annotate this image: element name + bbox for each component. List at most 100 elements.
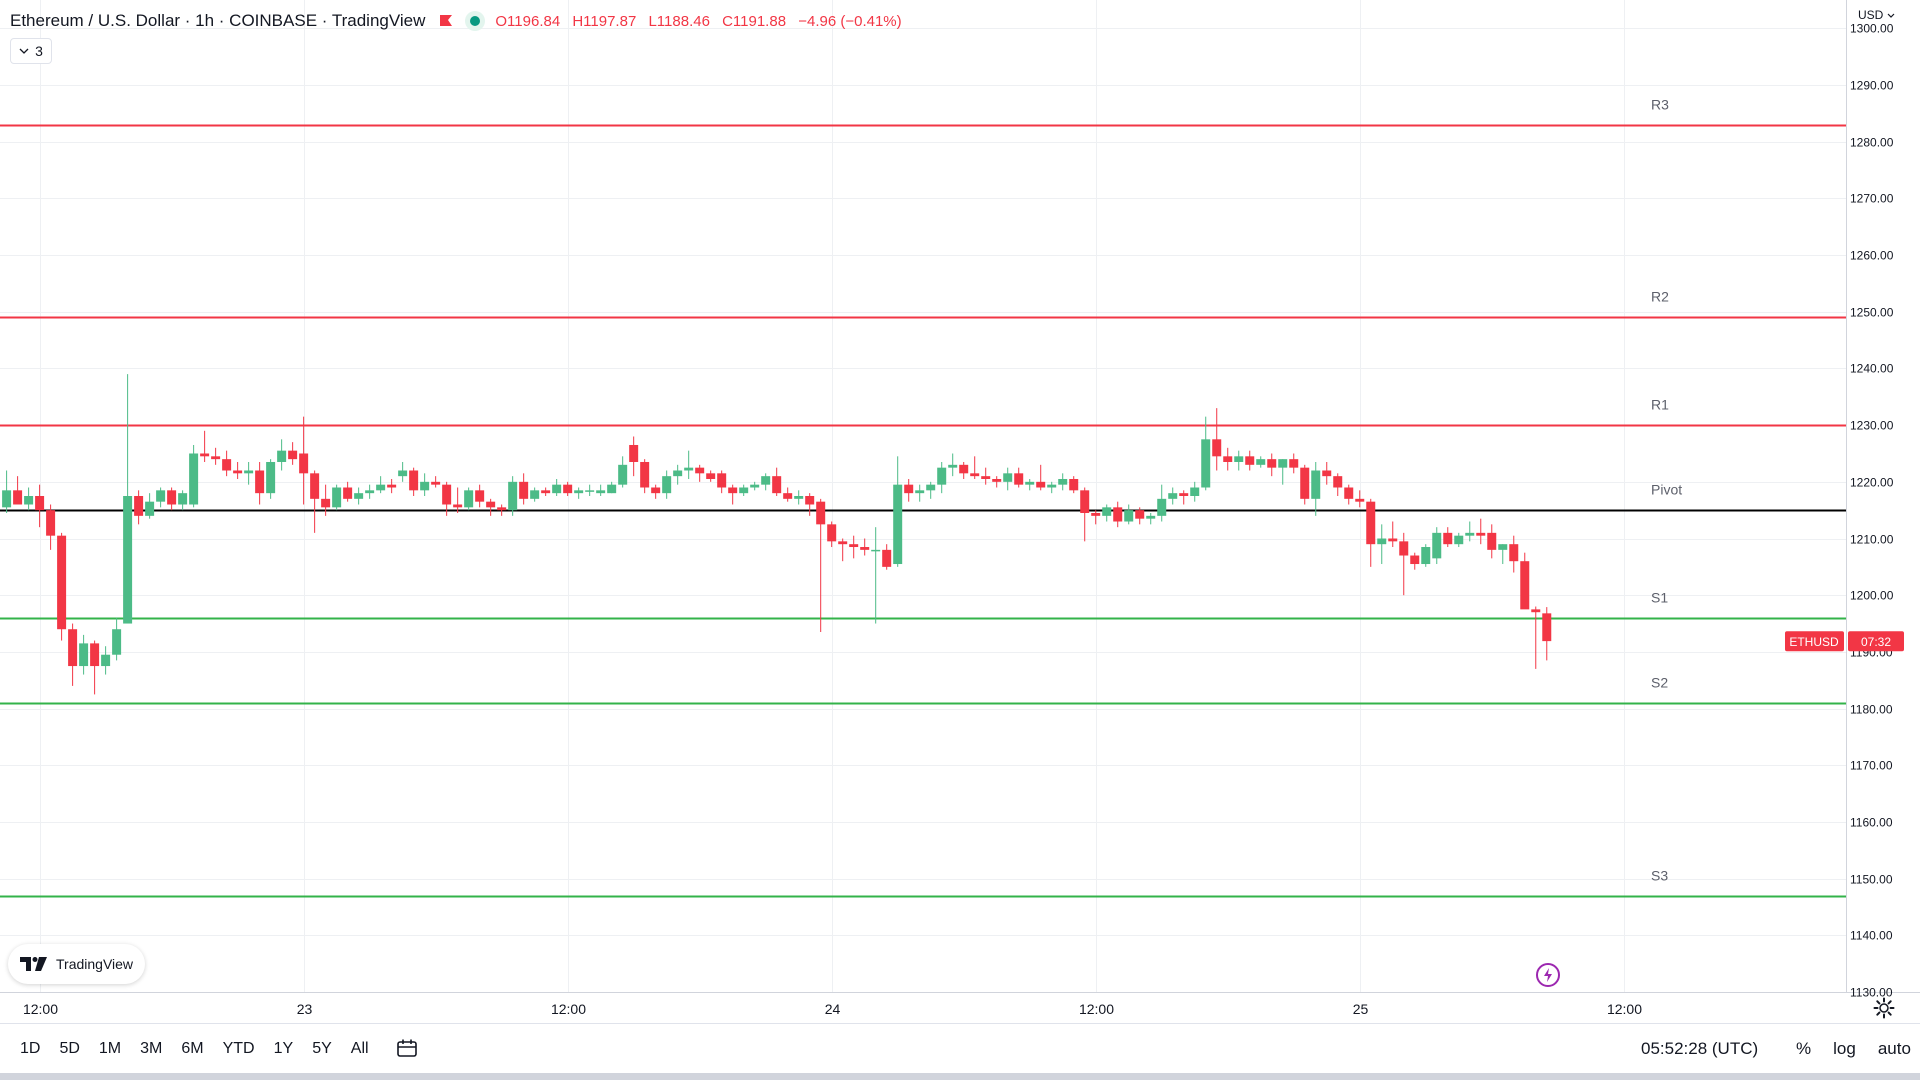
symbol-title[interactable]: Ethereum / U.S. Dollar · 1h · COINBASE ·… [10, 11, 426, 30]
price-tick-label: 1300.00 [1850, 22, 1894, 36]
ohlc-values: O1196.84 H1197.87 L1188.46 C1191.88 −4.9… [495, 13, 901, 30]
close-value: C1191.88 [722, 12, 787, 30]
candle-body [695, 467, 705, 474]
candle-body [2, 490, 12, 508]
candle-body [783, 493, 793, 499]
time-tick-label: 12:00 [1079, 1001, 1114, 1017]
candle-body [1333, 476, 1343, 488]
price-tick-label: 1180.00 [1850, 703, 1893, 717]
candle-body [662, 476, 672, 494]
candle-body [750, 484, 760, 488]
tradingview-logo[interactable]: TradingView [8, 944, 146, 984]
candle-body [486, 501, 496, 508]
percent-scale-toggle[interactable]: % [1796, 1039, 1812, 1058]
currency-label: USD [1858, 8, 1884, 22]
candle-body [1355, 498, 1365, 502]
level-label-s3: S3 [1651, 868, 1668, 884]
candle-body [1399, 541, 1409, 556]
candle-body [1410, 555, 1420, 565]
price-tick-label: 1280.00 [1850, 136, 1894, 150]
bottom-toolbar: 1D 5D 1M 3M 6M YTD 1Y 5Y All 05:52:28 (U… [0, 1023, 1920, 1074]
bolt-icon[interactable] [1535, 962, 1561, 988]
price-tick-label: 1170.00 [1850, 759, 1893, 773]
candle-body [1476, 532, 1486, 536]
open-value: O1196.84 [495, 12, 561, 30]
candle-body [563, 484, 573, 494]
indicators-toggle-button[interactable]: 3 [10, 38, 52, 64]
compare-icon[interactable] [396, 1038, 420, 1060]
auto-scale-toggle[interactable]: auto [1877, 1039, 1911, 1058]
time-tick-label: 12:00 [23, 1001, 58, 1017]
log-scale-toggle[interactable]: log [1833, 1039, 1856, 1058]
candle-body [1223, 456, 1233, 462]
candle-body [1058, 478, 1068, 485]
candle-body [244, 470, 254, 474]
price-tick-label: 1210.00 [1850, 533, 1894, 547]
scale-options: % log auto [1796, 1024, 1920, 1074]
candle-body [376, 484, 386, 491]
range-5y[interactable]: 5Y [312, 1040, 332, 1057]
level-label-s2: S2 [1651, 675, 1668, 691]
currency-selector[interactable]: USD [1858, 8, 1895, 22]
candle-body [167, 490, 177, 505]
time-axis[interactable]: 12:00 23 12:00 24 12:00 25 12:00 [23, 1001, 1642, 1017]
candle-body [178, 493, 188, 505]
candle-body [915, 490, 925, 494]
candle-body [299, 453, 309, 474]
candle-body [1300, 467, 1310, 499]
candle-body [398, 470, 408, 477]
candle-body [849, 544, 859, 548]
range-ytd[interactable]: YTD [222, 1040, 255, 1057]
candle-body [288, 450, 298, 460]
candle-body [1520, 561, 1530, 610]
indicator-count: 3 [35, 43, 43, 59]
candle-body [706, 473, 716, 479]
candle-body [475, 490, 485, 502]
candle-body [431, 481, 441, 485]
candle-body [1256, 459, 1266, 465]
price-axis[interactable]: 1130.00 1140.00 1150.00 1160.00 1170.00 1180.… [1850, 22, 1894, 1000]
candle-body [464, 490, 474, 508]
gear-icon[interactable] [1873, 997, 1895, 1019]
candle-body [530, 490, 540, 499]
candle-body [739, 487, 749, 494]
candle-body [816, 501, 826, 525]
range-1d[interactable]: 1D [20, 1040, 41, 1057]
candle-body [805, 496, 815, 505]
candle-body [1157, 498, 1167, 516]
countdown-tag-box [1848, 631, 1904, 652]
range-5d[interactable]: 5D [59, 1040, 80, 1057]
status-dot-icon [465, 11, 486, 31]
range-6m[interactable]: 6M [181, 1040, 204, 1057]
range-1m[interactable]: 1M [98, 1040, 122, 1057]
range-3m[interactable]: 3M [140, 1040, 163, 1057]
utc-clock[interactable]: 05:52:28 (UTC) [1641, 1039, 1759, 1058]
chart-grid [0, 0, 1846, 993]
flag-icon[interactable] [439, 14, 453, 28]
candle-body [1201, 439, 1211, 488]
candle-body [1267, 459, 1277, 468]
candle-body [233, 470, 243, 474]
candle-body [651, 487, 661, 494]
level-label-r3: R3 [1651, 97, 1669, 113]
candle-body [728, 487, 738, 494]
change-value: −4.96 (−0.41%) [798, 12, 902, 30]
time-tick-label: 24 [825, 1001, 841, 1017]
time-tick-label: 12:00 [551, 1001, 586, 1017]
price-tick-label: 1130.00 [1850, 986, 1893, 1000]
price-tick-label: 1200.00 [1850, 589, 1894, 603]
level-label-s1: S1 [1651, 590, 1668, 606]
countdown-tag-text: 07:32 [1861, 635, 1891, 649]
time-tick-label: 23 [297, 1001, 313, 1017]
last-price-tag: ETHUSD 07:32 [1785, 631, 1904, 652]
candle-body [761, 476, 771, 485]
candle-body [101, 654, 111, 667]
candle-body [35, 496, 45, 511]
candle-body [1179, 493, 1189, 496]
symbol-legend: Ethereum / U.S. Dollar · 1h · COINBASE ·… [10, 8, 902, 34]
candle-body [585, 490, 595, 492]
range-selector: 1D 5D 1M 3M 6M YTD 1Y 5Y All [20, 1024, 388, 1074]
range-all[interactable]: All [350, 1040, 369, 1057]
range-1y[interactable]: 1Y [273, 1040, 294, 1057]
